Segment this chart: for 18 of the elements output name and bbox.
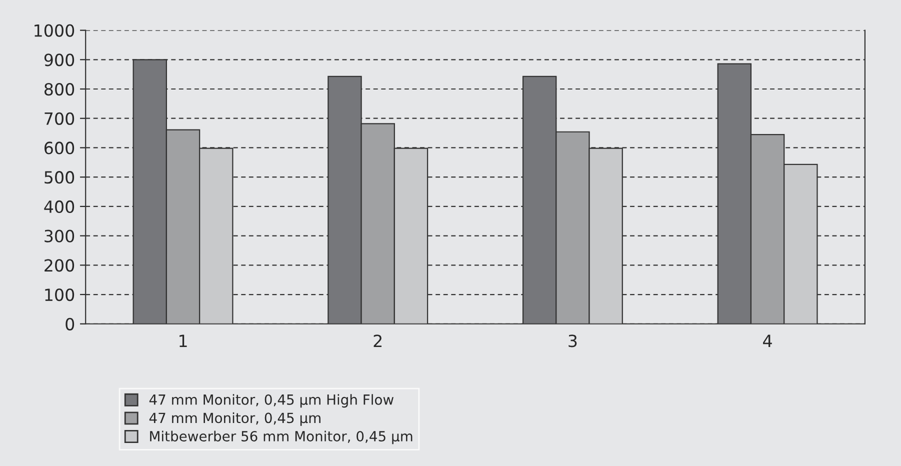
y-tick-label: 300 <box>44 230 74 242</box>
legend-label: 47 mm Monitor, 0,45 µm <box>149 412 320 426</box>
y-tick-label: 400 <box>44 200 74 214</box>
y-tick-label: 200 <box>44 259 74 272</box>
y-tick-label: 800 <box>44 82 74 96</box>
x-tick-label: 3 <box>568 334 577 348</box>
x-tick-label: 1 <box>180 334 187 347</box>
y-tick-label: 500 <box>44 171 74 184</box>
legend-label: Mitbewerber 56 mm Monitor, 0,45 µm <box>150 430 412 444</box>
y-tick-label: 900 <box>44 54 74 66</box>
legend-label: 47 mm Monitor, 0,45 µm High Flow <box>149 394 394 408</box>
x-tick-label: 2 <box>374 334 382 347</box>
y-tick-label: 600 <box>44 142 74 154</box>
y-tick-label: 0 <box>66 318 74 330</box>
y-tick-label: 100 <box>45 288 74 302</box>
x-tick-label: 4 <box>763 334 772 347</box>
y-tick-label: 1000 <box>34 24 74 37</box>
y-tick-label: 700 <box>44 112 74 125</box>
